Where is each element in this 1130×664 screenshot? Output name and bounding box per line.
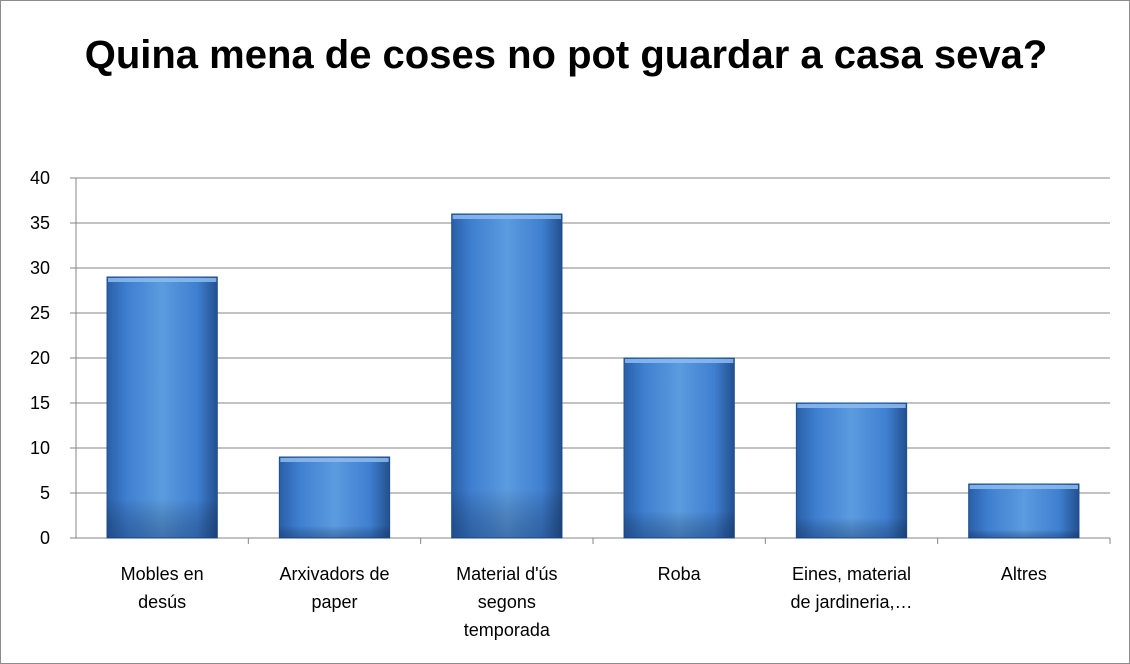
y-tick-label: 35 [30,213,50,233]
bar-highlight [280,458,389,462]
x-tick-label-line: Altres [1001,564,1047,584]
x-tick-label: Mobles en desús [121,564,204,612]
bar-shade [451,214,562,538]
y-tick-label: 0 [40,528,50,548]
y-tick-label: 30 [30,258,50,278]
bar [106,276,218,539]
x-tick-label-line: Eines, material [792,564,911,584]
y-tick-label: 15 [30,393,50,413]
x-tick-label-line: Roba [658,564,702,584]
bar-highlight [625,359,734,363]
bar-highlight [108,278,217,282]
x-tick-label-line: Mobles en [121,564,204,584]
y-tick-label: 40 [30,168,50,188]
x-tick-label: Eines, material de jardineria,… [790,564,912,612]
bar-shade [107,277,218,538]
bar-shade [796,403,907,538]
x-tick-label-line: paper [311,592,357,612]
x-tick-label: Altres [1001,564,1047,584]
bar-highlight [797,404,906,408]
x-tick-label-line: de jardineria,… [790,592,912,612]
x-tick-label-line: segons [478,592,536,612]
bar [451,213,563,539]
x-tick-label: Roba [658,564,702,584]
bar [278,456,391,539]
bar [968,483,1080,539]
y-tick-label: 25 [30,303,50,323]
x-tick-label-line: Material d'ús [456,564,557,584]
bar [795,402,908,539]
chart-title: Quina mena de coses no pot guardar a cas… [84,33,1048,77]
x-tick-label: Material d'ús segons temporada [456,564,557,640]
bar-highlight [452,215,561,219]
bar-shade [968,484,1079,538]
bar-shade [279,457,390,538]
x-tick-label: Arxivadors de paper [279,564,389,612]
y-tick-label: 5 [40,483,50,503]
y-tick-label: 10 [30,438,50,458]
bar-highlight [969,485,1078,489]
y-tick-label: 20 [30,348,50,368]
x-tick-label-line: Arxivadors de [279,564,389,584]
bar [623,357,735,539]
bar-shade [624,358,735,538]
x-tick-label-line: desús [138,592,186,612]
x-tick-label-line: temporada [464,620,551,640]
